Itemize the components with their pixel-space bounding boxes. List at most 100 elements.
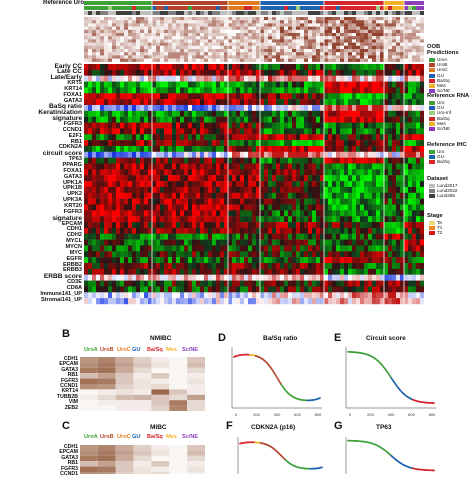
heatmap-cell bbox=[384, 76, 388, 82]
heatmap-cell bbox=[244, 181, 248, 187]
heatmap-cell bbox=[368, 164, 372, 170]
heatmap-cell bbox=[188, 140, 192, 146]
heatmap-cell bbox=[260, 76, 264, 82]
ihc-cell bbox=[168, 49, 172, 52]
heatmap-cell bbox=[108, 152, 112, 158]
heatmap-cell bbox=[288, 181, 292, 187]
ihc-cell bbox=[276, 23, 280, 26]
heatmap-cell bbox=[340, 257, 344, 263]
heatmap-cell bbox=[356, 105, 360, 111]
heatmap-cell bbox=[212, 281, 216, 287]
heatmap-cell bbox=[316, 281, 320, 287]
heatmap-cell bbox=[364, 222, 368, 228]
ihc-cell bbox=[232, 20, 236, 23]
ihc-cell bbox=[248, 33, 252, 36]
heatmap-cell bbox=[276, 263, 280, 269]
heatmap-cell bbox=[308, 164, 312, 170]
heatmap-cell bbox=[208, 263, 212, 269]
heatmap-cell bbox=[240, 146, 244, 152]
ihc-cell bbox=[160, 39, 164, 42]
heatmap-cell bbox=[368, 134, 372, 140]
heatmap-cell bbox=[92, 175, 96, 181]
heatmap-cell bbox=[348, 216, 352, 222]
heatmap-cell bbox=[112, 175, 116, 181]
heatmap-cell bbox=[216, 128, 220, 134]
heatmap-cell bbox=[372, 93, 376, 99]
heatmap-cell bbox=[184, 117, 188, 123]
heatmap-cell bbox=[92, 275, 96, 281]
heatmap-cell bbox=[384, 134, 388, 140]
heatmap-cell bbox=[264, 187, 268, 193]
heatmap-cell bbox=[296, 234, 300, 240]
ihc-cell bbox=[356, 49, 360, 52]
ihc-cell bbox=[168, 20, 172, 23]
ihc-cell bbox=[296, 30, 300, 33]
ihc-cell bbox=[308, 20, 312, 23]
heatmap-cell bbox=[304, 281, 308, 287]
ihc-cell bbox=[268, 36, 272, 39]
ihc-cell bbox=[136, 59, 140, 62]
heatmap-cell bbox=[296, 70, 300, 76]
ihc-cell bbox=[144, 43, 148, 46]
heatmap-cell bbox=[180, 140, 184, 146]
heatmap-cell bbox=[248, 64, 252, 70]
heatmap-cell bbox=[296, 175, 300, 181]
ihc-cell bbox=[104, 55, 108, 58]
heatmap-cell bbox=[344, 93, 348, 99]
heatmap-cell bbox=[344, 228, 348, 234]
ihc-cell bbox=[420, 49, 424, 52]
heatmap-cell bbox=[88, 111, 92, 117]
annotation-cell bbox=[264, 6, 268, 10]
ihc-cell bbox=[132, 36, 136, 39]
ihc-cell bbox=[244, 39, 248, 42]
heatmap-cell bbox=[196, 286, 200, 292]
heatmap-cell bbox=[188, 199, 192, 205]
heatmap-cell bbox=[88, 298, 92, 304]
ihc-cell bbox=[240, 52, 244, 55]
ihc-cell bbox=[296, 52, 300, 55]
heatmap-cell bbox=[248, 117, 252, 123]
heatmap-cell bbox=[300, 87, 304, 93]
heatmap-cell bbox=[276, 93, 280, 99]
heatmap-cell bbox=[288, 152, 292, 158]
heatmap-cell bbox=[140, 152, 144, 158]
heatmap-cell bbox=[296, 111, 300, 117]
heatmap-cell bbox=[264, 117, 268, 123]
heatmap-cell bbox=[172, 76, 176, 82]
ihc-cell bbox=[384, 46, 388, 49]
ihc-cell bbox=[356, 39, 360, 42]
annotation-cell bbox=[232, 11, 236, 15]
heatmap-cell bbox=[212, 228, 216, 234]
heatmap-cell bbox=[84, 169, 88, 175]
heatmap-cell bbox=[300, 64, 304, 70]
heatmap-cell bbox=[160, 281, 164, 287]
heatmap-cell bbox=[112, 216, 116, 222]
heatmap-cell bbox=[208, 251, 212, 257]
heatmap-cell bbox=[264, 64, 268, 70]
ihc-cell bbox=[188, 27, 192, 30]
ihc-cell bbox=[172, 46, 176, 49]
ihc-cell bbox=[204, 49, 208, 52]
heatmap-cell bbox=[124, 99, 128, 105]
heatmap-cell bbox=[144, 76, 148, 82]
ihc-cell bbox=[388, 36, 392, 39]
ihc-cell bbox=[180, 23, 184, 26]
heatmap-cell bbox=[136, 263, 140, 269]
annotation-cell bbox=[392, 6, 396, 10]
heatmap-cell bbox=[164, 228, 168, 234]
ihc-cell bbox=[312, 30, 316, 33]
heatmap-cell bbox=[312, 187, 316, 193]
heatmap-cell bbox=[328, 175, 332, 181]
heatmap-cell bbox=[220, 111, 224, 117]
heatmap-cell bbox=[100, 76, 104, 82]
heatmap-cell bbox=[140, 82, 144, 88]
ihc-cell bbox=[388, 23, 392, 26]
heatmap-cell bbox=[132, 298, 136, 304]
heatmap-cell bbox=[404, 93, 408, 99]
heatmap-cell bbox=[200, 257, 204, 263]
heatmap-cell bbox=[388, 257, 392, 263]
heatmap-cell bbox=[404, 146, 408, 152]
heatmap-cell bbox=[364, 286, 368, 292]
ihc-cell bbox=[328, 27, 332, 30]
heatmap-cell bbox=[284, 292, 288, 298]
